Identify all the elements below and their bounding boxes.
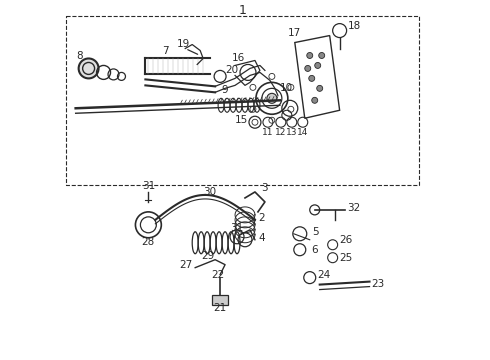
- Text: 15: 15: [235, 115, 248, 125]
- Circle shape: [267, 93, 277, 103]
- Text: 16: 16: [231, 54, 245, 63]
- Text: 31: 31: [230, 223, 244, 233]
- Text: 30: 30: [203, 187, 217, 197]
- Text: 7: 7: [162, 45, 169, 55]
- Text: 2: 2: [258, 213, 265, 223]
- Text: 4: 4: [258, 233, 265, 243]
- Circle shape: [305, 66, 311, 71]
- Text: 17: 17: [288, 28, 301, 37]
- Text: 1: 1: [239, 4, 246, 17]
- Text: 12: 12: [275, 128, 287, 137]
- Text: 23: 23: [371, 279, 385, 289]
- Bar: [66, 15, 419, 185]
- Circle shape: [78, 58, 98, 78]
- Text: 8: 8: [76, 51, 83, 62]
- Circle shape: [307, 53, 313, 58]
- Text: 27: 27: [179, 260, 192, 270]
- Text: 26: 26: [340, 235, 353, 245]
- Text: 25: 25: [340, 253, 353, 263]
- Text: 19: 19: [176, 39, 190, 49]
- Text: 6: 6: [312, 245, 318, 255]
- Text: 28: 28: [142, 237, 155, 247]
- Text: 32: 32: [347, 203, 361, 213]
- Text: 13: 13: [286, 128, 297, 137]
- Text: 11: 11: [262, 128, 273, 137]
- Circle shape: [317, 85, 323, 91]
- Text: 21: 21: [214, 302, 227, 312]
- Bar: [212, 294, 228, 305]
- Circle shape: [315, 62, 321, 68]
- Circle shape: [309, 75, 315, 81]
- Text: 24: 24: [318, 270, 331, 280]
- Circle shape: [312, 97, 318, 103]
- Text: 31: 31: [142, 181, 155, 191]
- Text: 22: 22: [212, 270, 225, 280]
- Text: 10: 10: [280, 84, 293, 93]
- Text: 29: 29: [201, 251, 215, 261]
- Text: 20: 20: [225, 66, 238, 76]
- Text: 5: 5: [312, 227, 318, 237]
- Circle shape: [318, 53, 325, 58]
- Text: 9: 9: [222, 85, 228, 95]
- Text: 14: 14: [297, 128, 309, 137]
- Text: 3: 3: [262, 183, 268, 193]
- Text: 18: 18: [347, 21, 361, 31]
